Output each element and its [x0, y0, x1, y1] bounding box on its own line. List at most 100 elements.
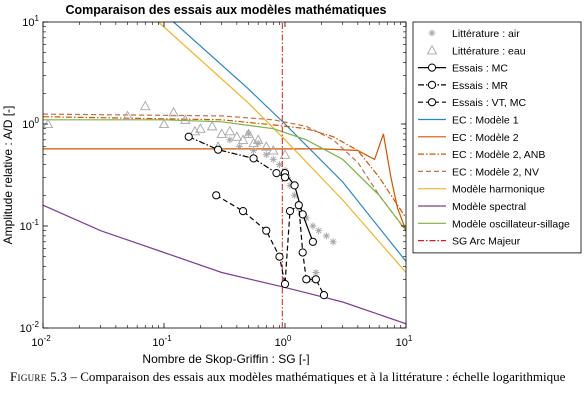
data-point	[319, 291, 329, 300]
data-point	[212, 191, 221, 200]
data-point	[224, 125, 236, 136]
data-point	[312, 269, 320, 277]
legend-item: EC : Modèle 2, ANB	[418, 149, 545, 161]
figure-caption: Figure 5.3 – Comparaison des essais aux …	[10, 368, 580, 385]
legend-marker	[428, 29, 436, 37]
data-point	[214, 145, 223, 154]
data-point	[280, 173, 290, 182]
data-point	[249, 154, 258, 163]
legend-item: SG Arc Majeur	[418, 236, 521, 248]
series-line	[43, 204, 406, 325]
data-point	[308, 237, 317, 246]
legend-label: Littérature : air	[452, 28, 520, 40]
data-point	[189, 125, 201, 136]
series-line	[173, 22, 406, 262]
chart-figure: Comparaison des essais aux modèles mathé…	[1, 3, 582, 365]
legend-label: Modèle spectral	[452, 201, 526, 213]
data-point	[250, 146, 258, 154]
series-line	[43, 133, 406, 231]
data-point	[139, 100, 151, 111]
data-point	[243, 128, 254, 138]
data-point	[235, 143, 243, 151]
x-tick-label: 100	[275, 334, 292, 349]
data-point	[252, 134, 264, 144]
data-point	[168, 106, 179, 117]
legend-item: Littérature : eau	[426, 44, 526, 57]
legend-label: EC : Modèle 2, ANB	[452, 149, 545, 161]
data-point	[184, 132, 193, 141]
legend-label: Modèle oscillateur-sillage	[452, 218, 570, 230]
y-tick-label: 100	[22, 116, 39, 131]
legend-item: Modèle harmonique	[418, 184, 545, 196]
legend-label: EC : Modèle 2	[452, 132, 519, 144]
series-line	[188, 136, 286, 178]
legend-label: EC : Modèle 1	[452, 115, 519, 127]
data-point	[315, 227, 323, 235]
data-point	[248, 137, 259, 148]
legend-item: Essais : MC	[418, 63, 508, 75]
data-point	[262, 151, 270, 159]
plot-frame	[42, 21, 407, 329]
series-essais-mr	[184, 132, 290, 182]
data-point	[311, 275, 320, 284]
legend-box	[412, 21, 582, 254]
legend-marker	[427, 98, 437, 107]
series-mod-le-harmonique	[158, 22, 406, 273]
data-point	[206, 120, 218, 131]
data-point	[298, 248, 307, 257]
legend-marker	[427, 63, 437, 72]
data-point	[260, 141, 272, 151]
x-tick-label: 10-1	[152, 334, 172, 349]
series-line	[215, 194, 325, 296]
data-point	[226, 136, 234, 144]
data-point	[238, 206, 248, 216]
series-line	[43, 113, 406, 232]
legend-item: EC : Modèle 2, NV	[418, 166, 539, 178]
data-point	[290, 181, 299, 190]
legend-item: Essais : VT, MC	[418, 97, 527, 109]
y-axis-label: Amplitude relative : A/D [-]	[1, 106, 15, 245]
data-point	[262, 226, 271, 235]
series-ec-mod-le-1	[173, 22, 406, 262]
series-layer	[43, 22, 406, 328]
series-mod-le-spectral	[43, 204, 406, 325]
ticks-layer: 10-2 10-1 100 101 10-2 10-1 100 101	[20, 14, 413, 349]
series-ec-mod-le-2	[43, 133, 406, 231]
series-line	[43, 116, 406, 219]
caption-text: – Comparaison des essais aux modèles mat…	[67, 369, 566, 384]
y-tick-label: 10-2	[20, 320, 40, 335]
series-essais-mc	[280, 169, 317, 246]
data-point	[231, 131, 243, 141]
data-point	[294, 201, 303, 210]
legend-label: EC : Modèle 2, NV	[452, 166, 539, 178]
data-point	[268, 145, 279, 155]
legend-item: EC : Modèle 2	[418, 132, 519, 144]
series-essais-vt-mc	[212, 191, 329, 300]
legend-label: Essais : MC	[452, 63, 508, 75]
x-tick-label: 10-2	[31, 334, 51, 349]
data-point	[195, 123, 206, 133]
caption-label: Figure 5.3	[10, 369, 68, 384]
data-point	[302, 275, 311, 284]
data-point	[309, 222, 317, 230]
data-point	[298, 210, 307, 219]
series-mod-le-oscillateur-sillage	[43, 119, 406, 232]
x-tick-label: 101	[396, 334, 413, 349]
series-ec-mod-le-2-anb	[43, 116, 406, 219]
data-point	[43, 118, 54, 129]
legend-item: Modèle spectral	[418, 201, 526, 213]
data-point	[280, 279, 290, 289]
legend-marker	[426, 44, 438, 55]
data-point	[275, 252, 284, 261]
series-ec-mod-le-2-nv	[43, 113, 406, 232]
series-line	[284, 172, 314, 243]
legend-label: Modèle harmonique	[452, 184, 545, 196]
data-point	[275, 161, 283, 169]
legend-marker	[427, 80, 437, 90]
data-point	[322, 232, 330, 240]
legend-item: EC : Modèle 1	[418, 115, 519, 127]
y-tick-label: 101	[22, 14, 39, 29]
data-point	[216, 128, 227, 138]
legend-label: SG Arc Majeur	[452, 236, 521, 248]
series-line	[43, 119, 406, 232]
